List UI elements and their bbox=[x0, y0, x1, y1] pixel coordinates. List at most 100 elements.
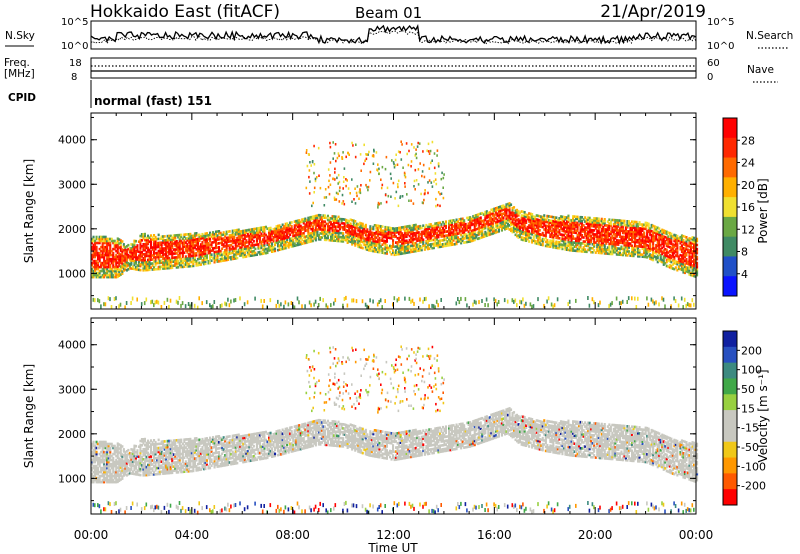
power-cell bbox=[490, 228, 493, 232]
power-cell bbox=[602, 221, 605, 225]
power-cell bbox=[510, 223, 513, 227]
power-cell bbox=[505, 227, 508, 230]
power-cell bbox=[166, 236, 169, 240]
power-cell bbox=[119, 302, 122, 307]
power-cell bbox=[603, 248, 606, 251]
power-cell bbox=[343, 224, 346, 227]
power-cell bbox=[104, 302, 107, 307]
power-cell bbox=[649, 239, 652, 242]
power-cell bbox=[326, 224, 329, 228]
power-cell bbox=[594, 233, 597, 236]
power-cell bbox=[590, 230, 593, 234]
power-cell bbox=[658, 235, 661, 238]
power-cell bbox=[667, 241, 670, 244]
power-cell bbox=[584, 248, 587, 251]
power-cell bbox=[97, 275, 100, 279]
power-cell bbox=[174, 236, 177, 239]
power-cell bbox=[162, 263, 165, 266]
power-cell bbox=[174, 244, 177, 247]
power-cell bbox=[116, 243, 119, 246]
power-cell bbox=[469, 220, 472, 223]
power-cell bbox=[443, 238, 446, 242]
power-cell bbox=[104, 265, 107, 269]
power-cell bbox=[239, 296, 241, 301]
power-cell bbox=[187, 249, 190, 252]
power-cell bbox=[209, 303, 211, 308]
power-cell bbox=[128, 256, 131, 260]
power-cell bbox=[395, 245, 398, 248]
power-cell bbox=[204, 252, 207, 255]
power-cell bbox=[691, 266, 694, 269]
power-cell bbox=[258, 226, 261, 230]
power-cell bbox=[136, 246, 139, 249]
power-cell bbox=[381, 305, 383, 310]
power-cell bbox=[330, 303, 332, 308]
power-cell bbox=[626, 244, 629, 247]
power-cell bbox=[175, 258, 178, 261]
power-cell bbox=[230, 299, 232, 304]
power-cell bbox=[587, 234, 590, 238]
power-cell bbox=[535, 220, 538, 223]
power-cell bbox=[431, 140, 434, 144]
power-cell bbox=[213, 258, 216, 262]
power-cell bbox=[239, 250, 242, 253]
power-cell bbox=[274, 231, 277, 235]
power-cell bbox=[283, 239, 286, 242]
power-cell bbox=[320, 224, 323, 227]
power-cell bbox=[280, 231, 283, 235]
power-cell bbox=[218, 236, 221, 239]
power-cell bbox=[399, 244, 402, 248]
power-cell bbox=[439, 204, 441, 208]
power-cell bbox=[124, 254, 127, 257]
nave-tick-bottom: 0 bbox=[707, 72, 713, 83]
power-cell bbox=[230, 257, 233, 261]
power-cell bbox=[543, 218, 546, 221]
power-cell bbox=[337, 225, 340, 229]
power-cell bbox=[664, 242, 667, 245]
power-cell bbox=[411, 230, 414, 233]
power-cell bbox=[378, 242, 381, 246]
power-cell bbox=[248, 238, 251, 242]
power-cell bbox=[150, 240, 153, 243]
power-cell bbox=[553, 230, 556, 233]
power-cell bbox=[251, 236, 254, 239]
power-cell bbox=[104, 263, 107, 267]
power-cell bbox=[398, 226, 401, 230]
power-cell bbox=[491, 220, 494, 223]
power-cell bbox=[632, 220, 635, 224]
power-cell bbox=[467, 234, 470, 237]
power-cell bbox=[653, 229, 656, 232]
power-cell bbox=[505, 211, 508, 214]
power-cell bbox=[602, 247, 605, 251]
power-cell bbox=[323, 220, 326, 223]
power-cell bbox=[304, 239, 307, 243]
power-cell bbox=[298, 223, 301, 226]
power-cell bbox=[494, 298, 497, 303]
power-cell bbox=[593, 223, 596, 226]
power-cell bbox=[295, 219, 298, 223]
power-cell bbox=[685, 266, 688, 269]
power-cell bbox=[637, 249, 640, 252]
power-cell bbox=[404, 296, 406, 301]
power-cell bbox=[346, 233, 349, 236]
power-cell bbox=[127, 253, 130, 257]
power-cell bbox=[330, 223, 333, 226]
power-cell bbox=[686, 260, 689, 264]
power-cell bbox=[304, 235, 307, 239]
power-cell bbox=[219, 259, 222, 263]
power-cell bbox=[258, 240, 261, 244]
power-cell bbox=[125, 245, 128, 248]
power-cell bbox=[631, 228, 634, 231]
power-cell bbox=[655, 225, 658, 229]
power-cell bbox=[140, 263, 143, 266]
power-cell bbox=[375, 228, 378, 231]
power-cell bbox=[377, 206, 379, 209]
power-cell bbox=[500, 218, 503, 222]
power-cell bbox=[476, 221, 479, 225]
power-cell bbox=[343, 218, 346, 221]
power-cell bbox=[133, 251, 136, 255]
power-cell bbox=[140, 253, 143, 256]
power-cell bbox=[143, 242, 146, 246]
power-cell bbox=[147, 262, 150, 266]
power-cell bbox=[122, 257, 125, 260]
